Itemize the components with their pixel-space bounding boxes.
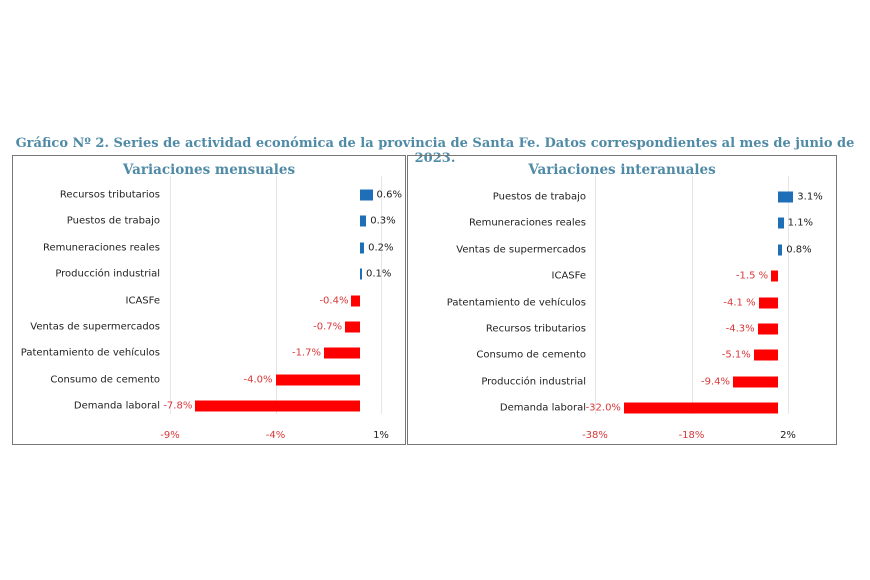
bar	[778, 191, 794, 203]
x-tick-label: 2%	[780, 430, 796, 441]
bar	[351, 295, 360, 307]
data-label: -0.4%	[319, 295, 349, 307]
x-tick-label: -38%	[582, 430, 608, 441]
category-label: Demanda laboral	[73, 400, 160, 412]
bar	[758, 297, 779, 309]
bar	[359, 242, 365, 254]
data-label: 0.1%	[366, 268, 392, 280]
bar	[623, 402, 779, 414]
data-label: 3.1%	[797, 191, 823, 203]
category-label: Producción industrial	[55, 268, 160, 280]
x-tick-label: 1%	[373, 430, 389, 441]
data-label: -0.7%	[313, 321, 343, 333]
category-label: Remuneraciones reales	[42, 242, 160, 254]
gridline	[595, 176, 596, 414]
gridline	[788, 176, 789, 414]
bar	[359, 215, 367, 227]
category-label: Ventas de supermercados	[30, 321, 160, 333]
data-label: 0.3%	[370, 215, 396, 227]
bar	[275, 374, 360, 386]
x-tick-label: -9%	[160, 430, 180, 441]
category-label: Remuneraciones reales	[468, 217, 586, 229]
category-label: Consumo de cemento	[476, 349, 586, 361]
category-label: Patentamiento de vehículos	[20, 347, 160, 359]
category-label: Puestos de trabajo	[492, 191, 586, 203]
data-label: 0.6%	[376, 189, 402, 201]
bar	[778, 217, 784, 229]
bar	[753, 349, 779, 361]
gridline	[170, 176, 171, 414]
data-label: 0.2%	[368, 242, 394, 254]
bar	[359, 268, 362, 280]
bar	[324, 347, 360, 359]
category-label: Puestos de trabajo	[66, 215, 160, 227]
data-label: -1.7%	[292, 347, 322, 359]
figure-title: Gráfico Nº 2. Series de actividad económ…	[15, 136, 855, 166]
data-label: -5.1%	[721, 349, 751, 361]
gridline	[691, 176, 693, 414]
gridline	[275, 176, 277, 414]
data-label: -9.4%	[700, 376, 730, 388]
chart-title: Variaciones mensuales	[122, 162, 296, 178]
chart-monthly: Variaciones mensuales -9% -4% 1% Recursos t…	[12, 155, 406, 445]
data-label: -1.5 %	[735, 270, 769, 282]
category-label: ICASFe	[551, 270, 586, 282]
data-label: -7.8%	[163, 400, 193, 412]
data-label: 1.1%	[787, 217, 814, 229]
data-label: -4.3%	[725, 323, 755, 335]
data-label: -4.0%	[243, 374, 273, 386]
category-label: Patentamiento de vehículos	[446, 297, 586, 309]
category-label: Recursos tributarios	[485, 323, 586, 335]
x-tick-label: -18%	[678, 430, 705, 441]
bar	[757, 323, 779, 335]
data-label: 0.8%	[786, 244, 812, 256]
category-label: ICASFe	[125, 295, 160, 307]
data-label: -32.0%	[585, 402, 621, 414]
chart-title: Variaciones interanuales	[528, 162, 716, 178]
bar	[195, 400, 360, 412]
data-label: -4.1 %	[723, 297, 756, 309]
x-tick-label: -4%	[265, 430, 286, 441]
chart-yearly: Variaciones interanuales -38% -18% 2% Puest…	[407, 155, 837, 445]
bar	[778, 244, 783, 256]
category-label: Consumo de cemento	[50, 374, 160, 386]
gridline	[381, 176, 382, 414]
category-label: Producción industrial	[481, 376, 586, 388]
category-label: Demanda laboral	[499, 402, 586, 414]
category-label: Recursos tributarios	[59, 189, 160, 201]
bar	[732, 376, 779, 388]
category-label: Ventas de supermercados	[456, 244, 586, 256]
bar	[771, 270, 779, 282]
bar	[345, 321, 360, 333]
bar	[359, 189, 373, 201]
